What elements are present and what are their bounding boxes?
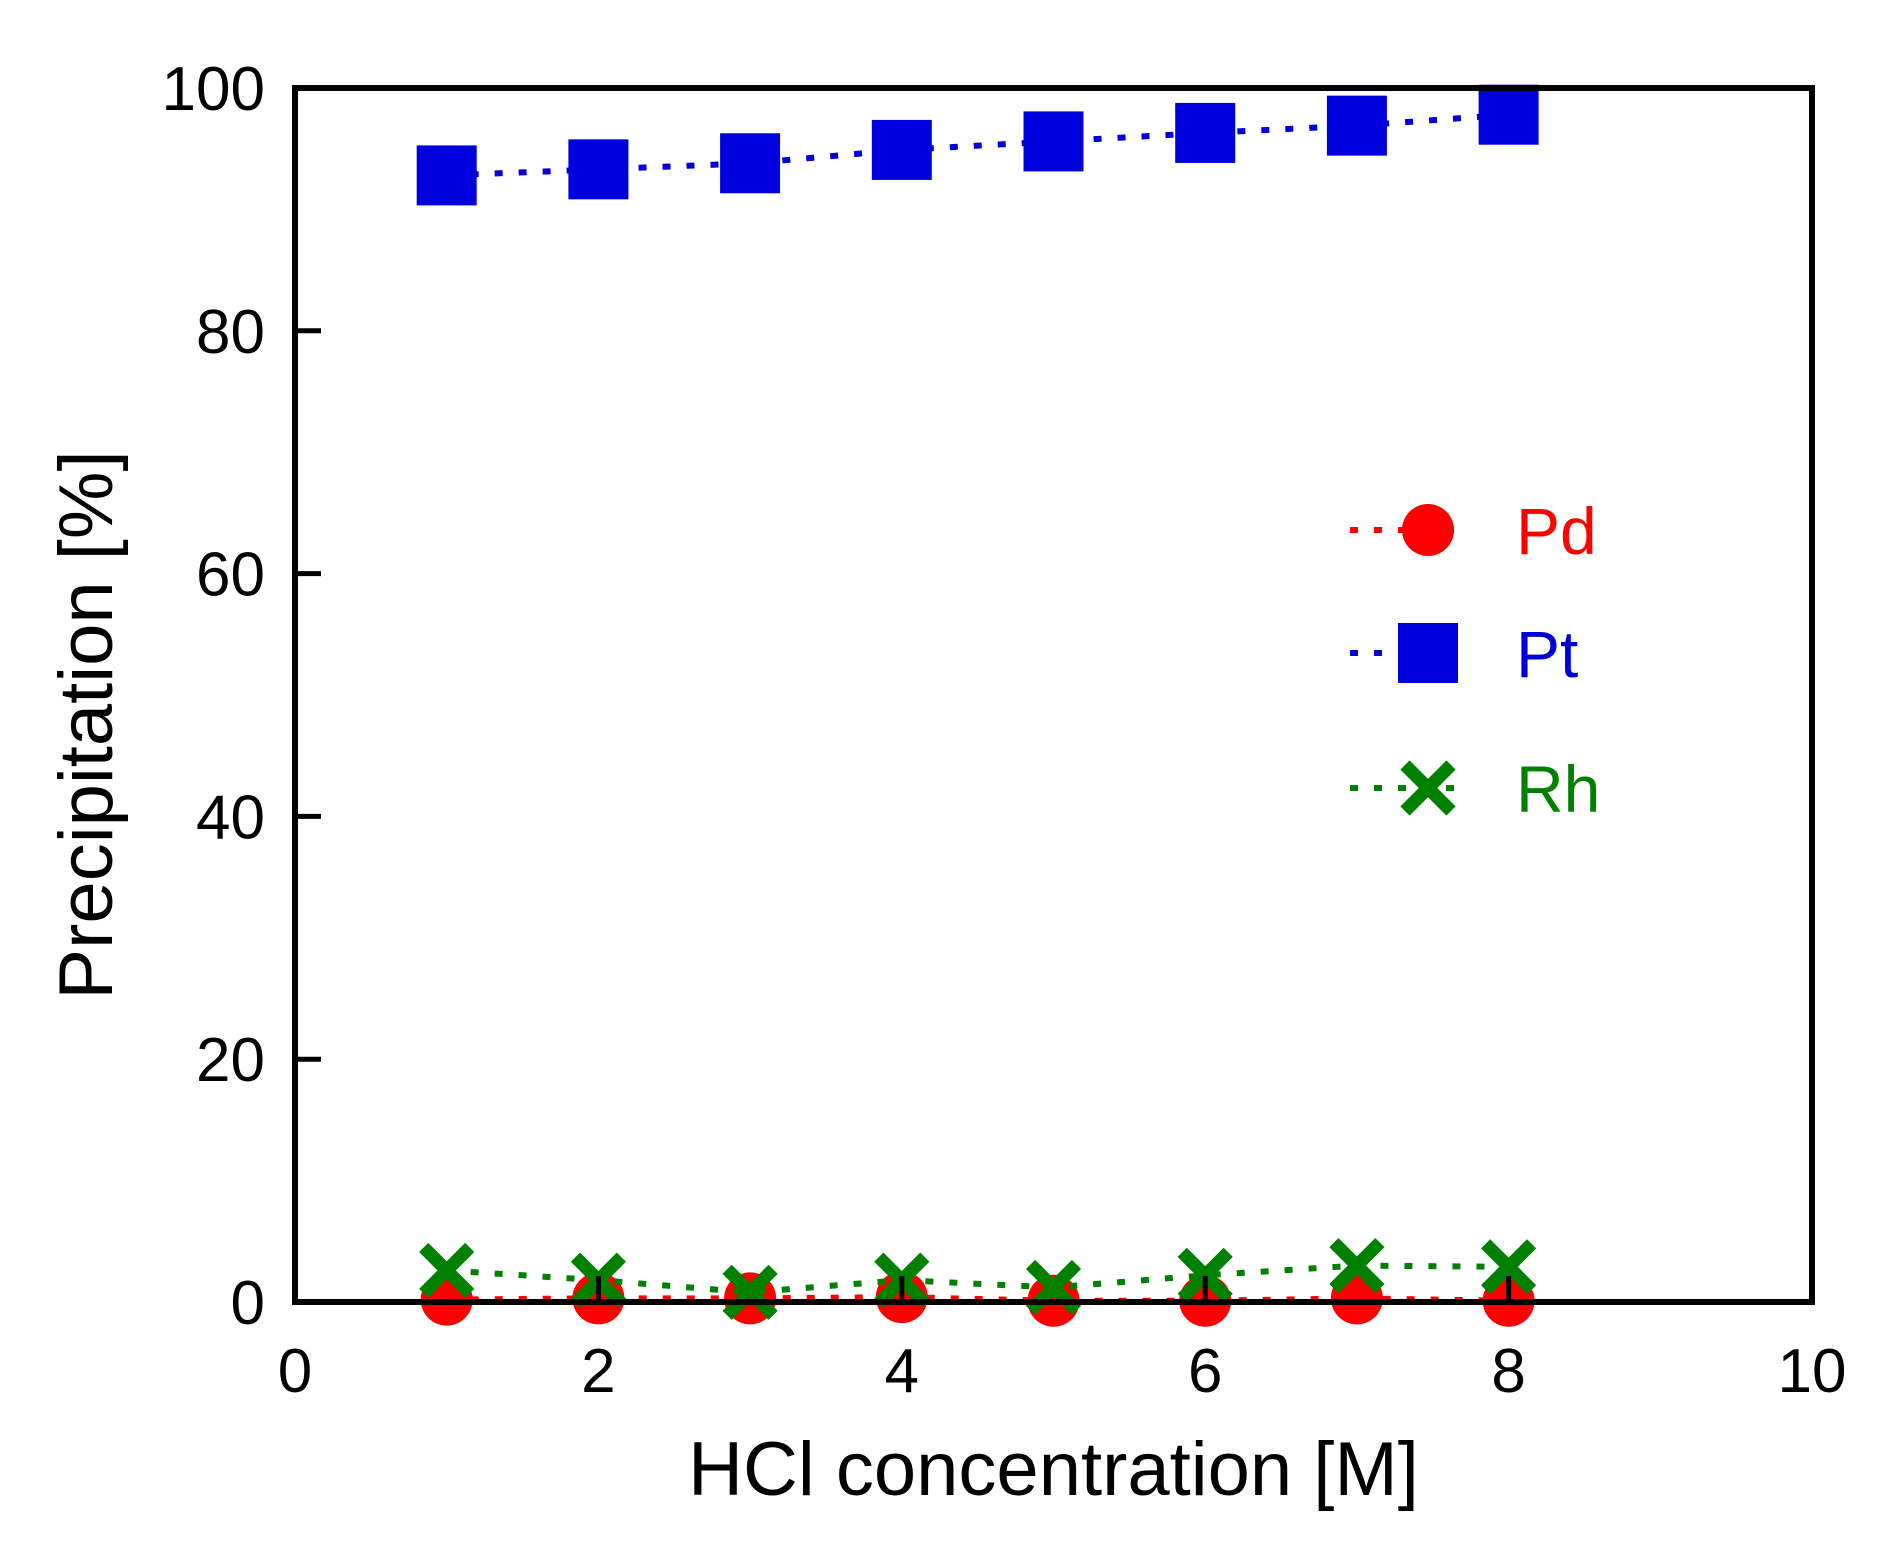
legend-label: Pd (1516, 494, 1597, 568)
y-tick-label: 20 (196, 1026, 265, 1095)
data-point-rh (419, 1242, 475, 1299)
x-tick-label: 2 (581, 1337, 615, 1406)
data-point-pt (871, 119, 932, 180)
x-tick-label: 8 (1491, 1337, 1525, 1406)
x-tick-label: 4 (885, 1337, 919, 1406)
data-point-pt (1023, 111, 1084, 172)
data-point-rh (1329, 1237, 1385, 1294)
series-pt (416, 84, 1539, 206)
data-point-rh (1481, 1239, 1537, 1295)
data-point-pt (1326, 95, 1387, 156)
data-point-rh (1177, 1247, 1233, 1303)
x-axis-title: HCl concentration [M] (688, 1427, 1419, 1512)
data-point-pt (720, 133, 781, 194)
data-point-pt (1175, 102, 1236, 163)
series-line-rh (446, 1262, 1509, 1296)
data-point-pt (1478, 84, 1539, 145)
legend-label: Pt (1516, 617, 1578, 691)
x-tick-label: 6 (1188, 1337, 1222, 1406)
series-line-pt (446, 111, 1509, 179)
legend-marker-pd (1402, 504, 1454, 556)
data-point-rh (722, 1264, 778, 1320)
y-tick-label: 80 (196, 298, 265, 367)
series-line-pd (446, 1294, 1509, 1304)
y-tick-label: 0 (231, 1269, 265, 1338)
legend-marker-rh (1400, 760, 1456, 816)
legend-item-rh: Rh (1350, 752, 1600, 826)
x-tick-label: 0 (278, 1337, 312, 1406)
y-tick-label: 40 (196, 783, 265, 852)
plot-frame (292, 85, 1815, 1305)
legend-item-pd: Pd (1350, 494, 1597, 568)
data-point-pt (416, 145, 477, 206)
y-tick-label: 60 (196, 541, 265, 610)
series-layer (416, 84, 1539, 1327)
legend: Pd Pt Rh (1350, 494, 1600, 826)
legend-marker-pt (1398, 623, 1458, 683)
y-tick-label: 100 (162, 55, 265, 124)
legend-label: Rh (1516, 752, 1600, 826)
y-axis-title: Precipitation [%] (44, 450, 129, 999)
data-point-pt (568, 139, 629, 200)
legend-item-pt: Pt (1350, 617, 1578, 691)
x-tick-label: 10 (1778, 1337, 1847, 1406)
